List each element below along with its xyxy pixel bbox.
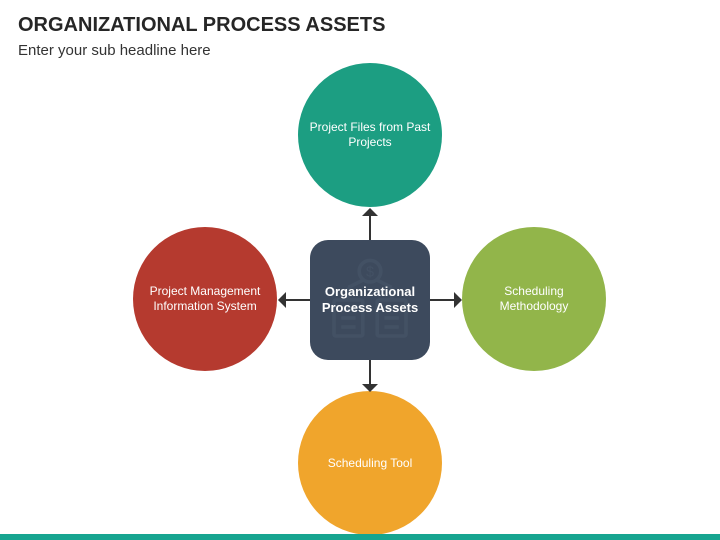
node-left: Project Management Information System: [133, 227, 277, 371]
node-right: Scheduling Methodology: [462, 227, 606, 371]
center-node: $ Organizational Process Assets: [310, 240, 430, 360]
arrow-left: [278, 292, 310, 308]
arrow-top: [362, 208, 378, 240]
node-left-label: Project Management Information System: [133, 284, 277, 314]
node-bottom: Scheduling Tool: [298, 391, 442, 535]
footer-accent-bar: [0, 534, 720, 540]
slide: { "canvas": { "width": 720, "height": 54…: [0, 0, 720, 540]
slide-subtitle: Enter your sub headline here: [18, 42, 211, 59]
center-node-label: Organizational Process Assets: [310, 284, 430, 315]
node-top-label: Project Files from Past Projects: [298, 120, 442, 150]
node-bottom-label: Scheduling Tool: [318, 456, 423, 471]
node-right-label: Scheduling Methodology: [462, 284, 606, 314]
arrow-right: [430, 292, 462, 308]
arrow-bottom: [362, 360, 378, 392]
svg-text:$: $: [366, 265, 374, 281]
node-top: Project Files from Past Projects: [298, 63, 442, 207]
slide-title: Organizational Process Assets: [18, 14, 385, 37]
